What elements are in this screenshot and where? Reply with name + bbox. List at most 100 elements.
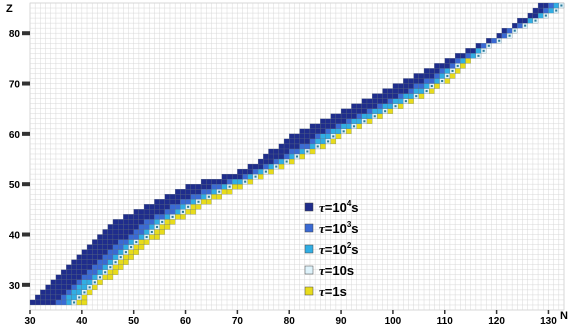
nuclide-cell (408, 93, 414, 99)
nuclide-cell (154, 209, 160, 215)
nuclide-cell (50, 299, 57, 306)
nuclide-cell (237, 168, 243, 175)
nuclide-cell (429, 88, 435, 94)
nuclide-cell (356, 118, 362, 124)
nuclide-cell (537, 7, 544, 14)
x-tick-label: 90 (336, 316, 348, 327)
nuclide-cell (133, 234, 139, 240)
nuclide-cell (112, 229, 119, 235)
nuclide-cell (143, 209, 150, 215)
nuclide-cell (221, 189, 228, 195)
nuclide-cell (71, 279, 77, 285)
nuclide-cell (185, 199, 191, 205)
nuclide-cell (257, 163, 264, 170)
nuclide-cell (351, 103, 357, 109)
nuclide-cell (102, 239, 108, 245)
nuclide-cell (512, 23, 518, 29)
nuclide-cell (232, 173, 238, 180)
nuclide-cell (118, 249, 124, 255)
nuclide-cell (356, 108, 362, 114)
nuclide-cell (309, 133, 316, 140)
nuclide-cell (138, 244, 145, 250)
nuclide-cell (143, 229, 150, 235)
nuclide-cell (185, 189, 191, 195)
nuclide-cell (86, 269, 93, 275)
nuclide-cell (226, 179, 233, 185)
nuclide-cell (465, 48, 471, 54)
nuclide-cell (434, 68, 440, 74)
nuclide-cell (92, 274, 98, 280)
nuclide-cell (444, 58, 451, 64)
nuclide-cell (413, 88, 419, 94)
nuclide-cell (107, 249, 114, 255)
nuclide-cell (200, 194, 207, 200)
nuclide-cell (86, 264, 93, 270)
nuclide-cell (107, 274, 114, 280)
nuclide-cell (206, 179, 212, 185)
nuclide-cell-marker (228, 185, 231, 188)
nuclide-cell-marker (145, 236, 148, 239)
nuclide-cell (392, 98, 399, 104)
nuclide-cell (289, 133, 295, 140)
nuclide-cell (439, 68, 445, 74)
nuclide-cell (149, 209, 155, 215)
nuclide-cell-marker (114, 261, 117, 264)
nuclide-cell (206, 189, 212, 195)
nuclide-cell-marker (98, 276, 102, 279)
nuclide-cell (434, 73, 440, 79)
nuclide-cell (50, 294, 57, 301)
nuclide-cell (128, 249, 134, 255)
nuclide-cell (299, 148, 305, 155)
legend-label: τ=103s (319, 220, 359, 236)
nuclide-cell (387, 88, 394, 94)
x-tick-label: 110 (437, 316, 454, 327)
nuclide-cell (496, 33, 502, 39)
nuclide-cell (361, 108, 368, 114)
nuclide-cell (309, 148, 316, 155)
nuclide-cell (366, 118, 373, 124)
nuclide-cell (200, 189, 207, 195)
nuclide-cell (40, 289, 46, 296)
nuclide-cell-marker (404, 100, 407, 103)
nuclide-cell (449, 73, 456, 79)
nuclide-cell (491, 38, 497, 44)
nuclide-cell (439, 73, 445, 79)
nuclide-cell (107, 234, 114, 240)
nuclide-cell (97, 244, 103, 250)
nuclide-cell (330, 138, 337, 145)
nuclide-cell (190, 204, 197, 210)
nuclide-cell (164, 204, 171, 210)
nuclide-cell (169, 204, 176, 210)
nuclide-cell (283, 143, 290, 150)
nuclide-cell (449, 63, 456, 69)
legend-label: τ=10s (319, 263, 354, 278)
nuclide-cell (102, 234, 108, 240)
nuclide-cell (429, 73, 435, 79)
nuclide-cell-marker (78, 296, 81, 299)
nuclide-cell (123, 224, 129, 230)
nuclide-cell (97, 264, 103, 270)
nuclide-cell (154, 234, 160, 240)
nuclide-cell (40, 299, 46, 306)
nuclide-cell (475, 48, 482, 54)
nuclide-cell (268, 148, 274, 155)
nuclide-cell (86, 244, 93, 250)
nuclide-cell (320, 138, 326, 145)
nuclide-cell (320, 128, 326, 134)
nuclide-cell (252, 163, 259, 170)
x-tick-label: 50 (128, 316, 140, 327)
nuclide-cell-marker (135, 241, 138, 244)
nuclide-cell (221, 184, 228, 190)
nuclide-cell (76, 264, 82, 270)
nuclide-cell-marker (513, 29, 516, 32)
nuclide-cell (465, 58, 471, 64)
nuclide-cell (335, 123, 342, 129)
nuclide-cell (138, 224, 145, 230)
nuclide-cell (377, 98, 383, 104)
nuclide-cell (268, 153, 274, 160)
nuclide-cell (86, 254, 93, 260)
nuclide-cell (169, 199, 176, 205)
nuclide-cell (195, 204, 202, 210)
nuclide-cell (211, 184, 217, 190)
